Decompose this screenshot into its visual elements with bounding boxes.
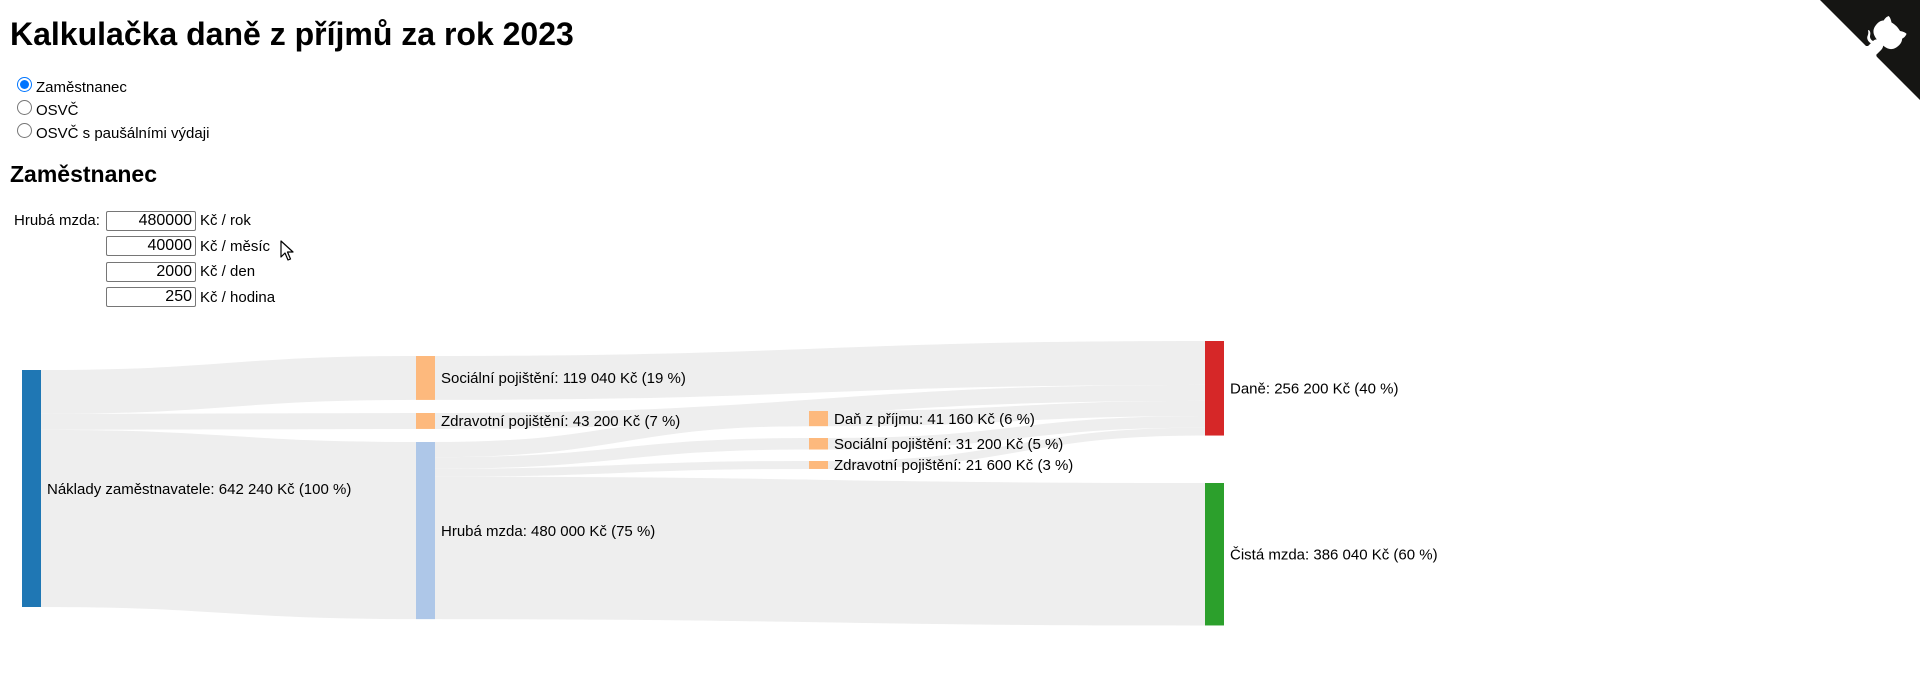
sankey-label-costs: Náklady zaměstnavatele: 642 240 Kč (100 …: [47, 481, 351, 498]
wage-per-year-input[interactable]: [106, 210, 196, 231]
sankey-node-costs: [22, 370, 41, 607]
sankey-link-soc2-taxes: [827, 416, 1206, 450]
wage-unit-hour: Kč / hodina: [200, 288, 276, 306]
mode-radio-osvc[interactable]: [17, 100, 32, 115]
sankey-link-costs-gross: [40, 429, 417, 620]
sankey-link-zdr1-taxes: [434, 384, 1206, 429]
mode-radio-employee[interactable]: [17, 77, 32, 92]
sankey-node-taxes: [1205, 341, 1224, 436]
wage-unit-year: Kč / rok: [200, 212, 251, 230]
sankey-node-soc2: [809, 438, 828, 450]
wage-unit-month: Kč / měsíc: [200, 237, 271, 255]
sankey-node-gross: [416, 442, 435, 620]
page-title: Kalkulačka daně z příjmů za rok 2023: [10, 16, 574, 52]
sankey-label-net: Čistá mzda: 386 040 Kč (60 %): [1230, 546, 1438, 563]
sankey-label-tax: Daň z příjmu: 41 160 Kč (6 %): [834, 411, 1035, 428]
sankey-node-zdr2: [809, 461, 828, 469]
wage-per-hour-input[interactable]: [106, 287, 196, 308]
sankey-link-gross-net: [434, 476, 1206, 626]
sankey-link-gross-tax: [434, 410, 810, 458]
sankey-link-costs-zdr1: [40, 413, 417, 430]
sankey-node-net: [1205, 483, 1224, 626]
sankey-link-soc1-taxes: [434, 340, 1206, 400]
wage-row-hour: Kč / hodina: [12, 285, 275, 311]
sankey-node-soc1: [416, 356, 435, 400]
github-octocat-icon: [1820, 0, 1920, 100]
mode-option-employee[interactable]: Zaměstnanec: [16, 76, 209, 99]
sankey-link-gross-zdr2: [434, 460, 810, 477]
github-corner-link[interactable]: [1820, 0, 1920, 100]
sankey-node-tax: [809, 411, 828, 427]
wage-row-year: Hrubá mzda: Kč / rok: [12, 208, 275, 234]
mode-radio-osvc-flat[interactable]: [17, 123, 32, 138]
wage-unit-day: Kč / den: [200, 263, 256, 281]
sankey-link-tax-taxes: [827, 400, 1206, 427]
sankey-label-gross: Hrubá mzda: 480 000 Kč (75 %): [441, 523, 655, 540]
wage-per-day-input[interactable]: [106, 261, 196, 282]
mode-radio-group: Zaměstnanec OSVČ OSVČ s paušálními výdaj…: [16, 76, 209, 145]
sankey-link-gross-soc2: [434, 438, 810, 469]
sankey-links: [40, 340, 1206, 626]
sankey-label-zdr2: Zdravotní pojištění: 21 600 Kč (3 %): [834, 457, 1073, 474]
sankey-link-zdr2-taxes: [827, 427, 1206, 469]
mode-option-label: Zaměstnanec: [36, 79, 127, 96]
sankey-node-zdr1: [416, 413, 435, 429]
sankey-label-zdr1: Zdravotní pojištění: 43 200 Kč (7 %): [441, 413, 680, 430]
wage-per-month-input[interactable]: [106, 236, 196, 257]
mode-option-osvc-flat[interactable]: OSVČ s paušálními výdaji: [16, 122, 209, 145]
sankey-nodes: [22, 341, 1224, 626]
sankey-label-soc1: Sociální pojištění: 119 040 Kč (19 %): [441, 370, 686, 387]
mode-option-osvc[interactable]: OSVČ: [16, 99, 209, 122]
wage-row-month: Kč / měsíc: [12, 234, 275, 260]
gross-wage-form: Hrubá mzda: Kč / rok Kč / měsíc Kč / den…: [12, 208, 275, 310]
sankey-link-costs-soc1: [40, 355, 417, 414]
sankey-label-taxes: Daně: 256 200 Kč (40 %): [1230, 381, 1398, 398]
sankey-labels: Náklady zaměstnavatele: 642 240 Kč (100 …: [47, 370, 1438, 563]
gross-wage-label: Hrubá mzda:: [14, 212, 100, 230]
wage-row-day: Kč / den: [12, 259, 275, 285]
mode-option-label: OSVČ s paušálními výdaji: [36, 125, 210, 142]
section-title: Zaměstnanec: [10, 161, 158, 187]
mouse-pointer-icon: [280, 240, 294, 261]
sankey-label-soc2: Sociální pojištění: 31 200 Kč (5 %): [834, 436, 1063, 453]
mode-option-label: OSVČ: [36, 102, 79, 119]
